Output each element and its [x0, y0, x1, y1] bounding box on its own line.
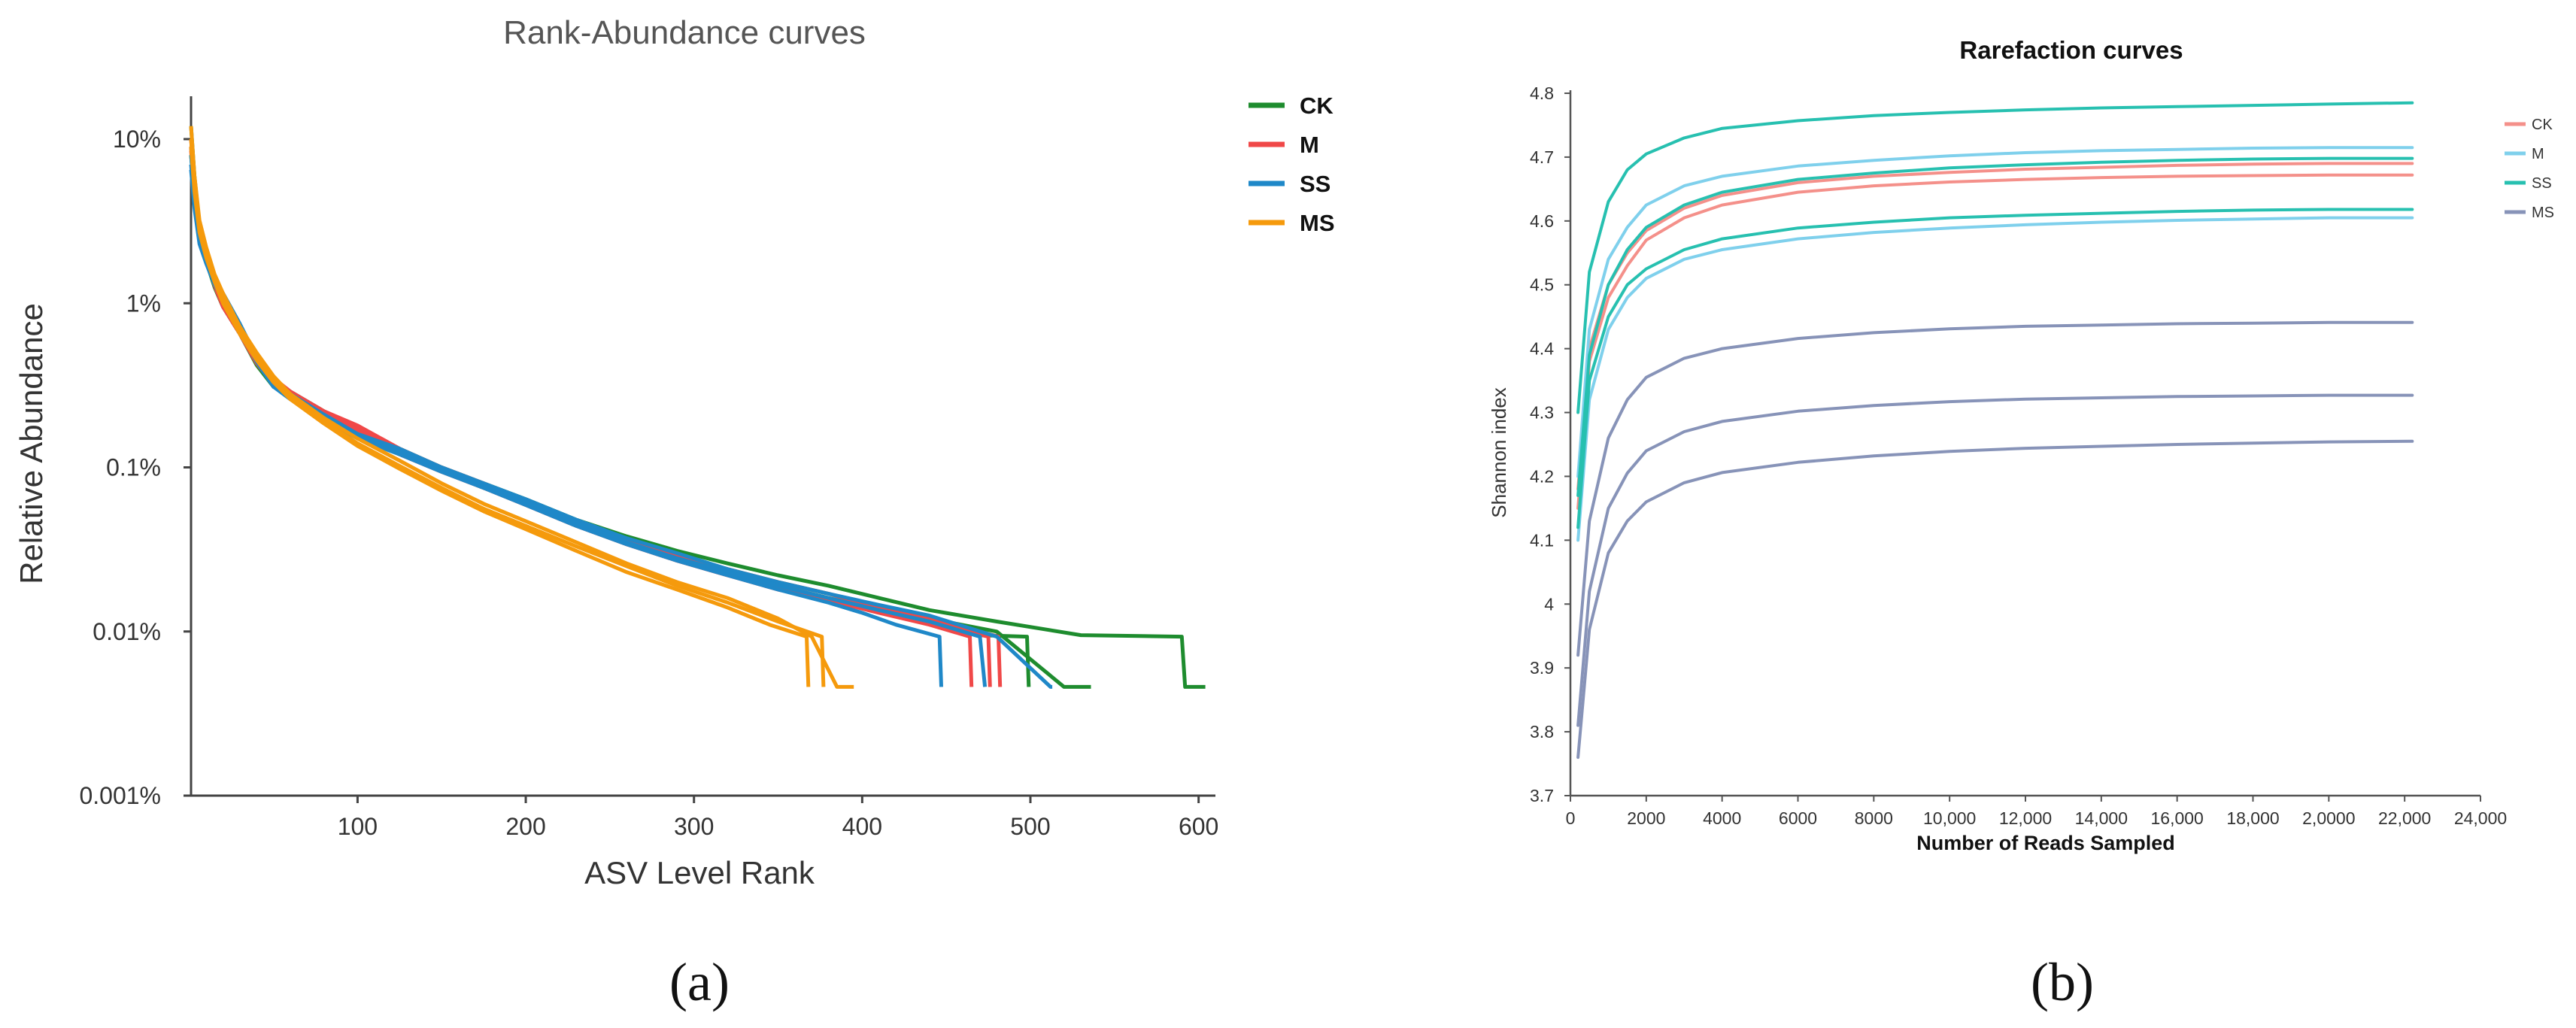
panel-a-series-line-ck — [189, 126, 1206, 689]
panel-b-x-tick-label: 6000 — [1779, 808, 1817, 828]
panel-a-y-tick-label: 0.01% — [93, 618, 161, 645]
panel-b-y-tick-label: 4.1 — [1530, 530, 1554, 550]
panel-a-rank-abundance: Rank-Abundance curves 0.001% 0.01% 0.1% 1% 1… — [14, 14, 1335, 1012]
panel-a-legend-label: SS — [1300, 171, 1330, 197]
panel-b-legend-label: SS — [2532, 175, 2552, 192]
panel-a-x-ticks: 100 200 300 400 500 600 — [338, 796, 1218, 840]
panel-a-series-line-ss — [189, 164, 988, 687]
panel-b-y-tick-label: 4.6 — [1530, 211, 1554, 231]
panel-b-x-tick-label: 12,000 — [1999, 808, 2052, 828]
panel-b-series-line-ss — [1576, 156, 2414, 497]
panel-a-legend: CK M SS MS — [1249, 92, 1335, 236]
panel-a-y-tick-label: 10% — [113, 126, 161, 153]
panel-a-legend-label: MS — [1300, 210, 1335, 236]
panel-b-y-tick-label: 4 — [1544, 594, 1554, 614]
panel-b-series-line-m — [1576, 146, 2414, 478]
panel-a-x-tick-label: 500 — [1010, 813, 1050, 840]
panel-a-x-axis-label: ASV Level Rank — [584, 855, 815, 890]
panel-b-series-line-m — [1576, 216, 2414, 542]
panel-a-legend-label: CK — [1300, 92, 1334, 119]
panel-b-x-tick-label: 0 — [1566, 808, 1576, 828]
panel-a-title: Rank-Abundance curves — [503, 14, 866, 51]
panel-b-series-line-ms — [1576, 439, 2414, 760]
panel-a-y-ticks: 0.001% 0.01% 0.1% 1% 10% — [79, 126, 191, 809]
panel-b-x-tick-label: 22,000 — [2378, 808, 2431, 828]
panel-a-x-tick-label: 300 — [674, 813, 714, 840]
panel-b-y-tick-label: 4.5 — [1530, 275, 1554, 295]
panel-b-y-tick-label: 3.9 — [1530, 658, 1554, 678]
panel-b-legend-label: MS — [2532, 205, 2554, 221]
panel-b-x-tick-label: 18,000 — [2226, 808, 2279, 828]
panel-a-series-line-ms — [189, 138, 826, 687]
panel-b-y-tick-label: 4.8 — [1530, 83, 1554, 103]
panel-a-y-tick-label: 0.1% — [106, 454, 161, 481]
panel-a-series-line-ck — [189, 154, 1031, 687]
panel-b-series-line-ms — [1576, 320, 2414, 657]
panel-b-rarefaction: Rarefaction curves 3.7 3.8 3.9 4 4.1 4.2 4.3 4.… — [1488, 36, 2554, 1012]
panel-b-y-ticks: 3.7 3.8 3.9 4 4.1 4.2 4.3 4.4 4.5 4.6 4.7 4.8 — [1530, 83, 1570, 805]
panel-a-series — [189, 126, 1206, 689]
panel-b-x-tick-label: 8000 — [1855, 808, 1893, 828]
panel-a-legend-label: M — [1300, 132, 1319, 158]
panel-b-title: Rarefaction curves — [1959, 36, 2183, 64]
panel-a-y-tick-label: 0.001% — [79, 782, 161, 809]
panel-b-x-tick-label: 2,0000 — [2302, 808, 2355, 828]
panel-b-x-ticks: 0 2000 4000 6000 8000 10,000 12,000 14,000 16,00… — [1566, 796, 2507, 828]
panel-b-x-tick-label: 14,000 — [2075, 808, 2128, 828]
panel-b-x-tick-label: 10,000 — [1923, 808, 1976, 828]
panel-b-y-tick-label: 4.2 — [1530, 466, 1554, 486]
panel-b-legend: CK M SS MS — [2505, 117, 2554, 221]
panel-b-x-tick-label: 16,000 — [2150, 808, 2203, 828]
panel-a-x-tick-label: 600 — [1179, 813, 1218, 840]
panel-b-y-tick-label: 3.7 — [1530, 786, 1554, 805]
panel-b-x-tick-label: 4000 — [1703, 808, 1741, 828]
panel-b-y-axis-label: Shannon index — [1488, 387, 1510, 517]
panel-b-x-axis-label: Number of Reads Sampled — [1916, 832, 2175, 854]
panel-b-y-tick-label: 4.7 — [1530, 147, 1554, 167]
panel-b-series — [1576, 101, 2414, 760]
panel-b-series-line-ms — [1576, 393, 2414, 727]
panel-a-series-line-ss — [189, 169, 943, 687]
panel-b-y-tick-label: 4.3 — [1530, 403, 1554, 423]
panel-b-series-line-ss — [1576, 208, 2414, 529]
panel-b-x-tick-label: 24,000 — [2454, 808, 2507, 828]
panel-b-legend-label: CK — [2532, 117, 2553, 133]
panel-b-x-tick-label: 2000 — [1627, 808, 1665, 828]
panel-a-x-tick-label: 400 — [842, 813, 882, 840]
panel-b-label: (b) — [2031, 952, 2094, 1012]
panel-a-y-axis-label: Relative Abundance — [14, 303, 49, 584]
panel-a-series-line-ms — [189, 126, 854, 689]
panel-b-series-line-ck — [1576, 173, 2414, 510]
panel-b-legend-label: M — [2532, 146, 2544, 162]
panel-b-y-tick-label: 3.8 — [1530, 722, 1554, 741]
panel-a-x-tick-label: 100 — [338, 813, 378, 840]
panel-a-series-line-ms — [189, 146, 811, 687]
panel-a-y-tick-label: 1% — [126, 290, 161, 317]
panel-b-series-line-ss — [1576, 101, 2414, 414]
panel-a-label: (a) — [669, 952, 730, 1012]
panel-b-y-tick-label: 4.4 — [1530, 339, 1554, 359]
panel-a-x-tick-label: 200 — [505, 813, 545, 840]
